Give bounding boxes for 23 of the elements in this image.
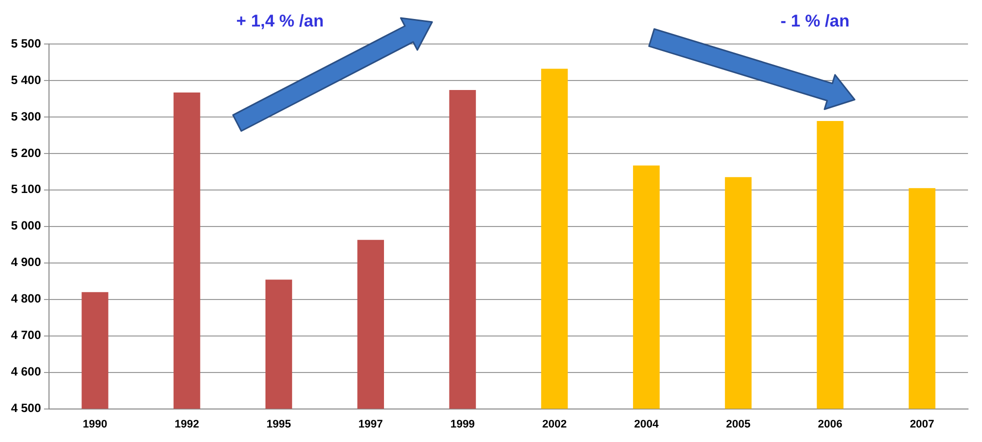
x-tick-label: 1997: [358, 418, 383, 430]
x-tick-label: 2002: [542, 418, 567, 430]
y-tick-label: 5 100: [11, 182, 42, 196]
y-tick-label: 4 500: [11, 401, 42, 416]
x-tick-label: 2006: [818, 418, 842, 430]
y-tick-label: 5 400: [11, 72, 42, 87]
text: + 1,4 % /an: [236, 12, 324, 31]
y-tick-label: 5 000: [11, 218, 42, 233]
y-tick-label: 4 700: [11, 328, 42, 342]
x-tick-label: 1995: [266, 418, 292, 430]
x-tick-label: 2007: [910, 418, 934, 430]
x-tick-label: 2005: [726, 418, 750, 430]
y-tick-label: 4 900: [11, 255, 42, 270]
y-tick-label: 4 800: [11, 292, 42, 306]
x-tick-label: 1999: [450, 418, 475, 430]
x-tick-label: 1990: [82, 418, 108, 430]
text: - 1 % /an: [780, 12, 850, 31]
y-tick-label: 5 300: [11, 109, 42, 124]
x-tick-label: 1992: [174, 418, 200, 430]
y-tick-label: 4 600: [11, 364, 42, 379]
y-tick-label: 5 500: [11, 36, 42, 50]
x-tick-label: 2004: [634, 418, 660, 430]
y-tick-label: 5 200: [11, 146, 42, 160]
